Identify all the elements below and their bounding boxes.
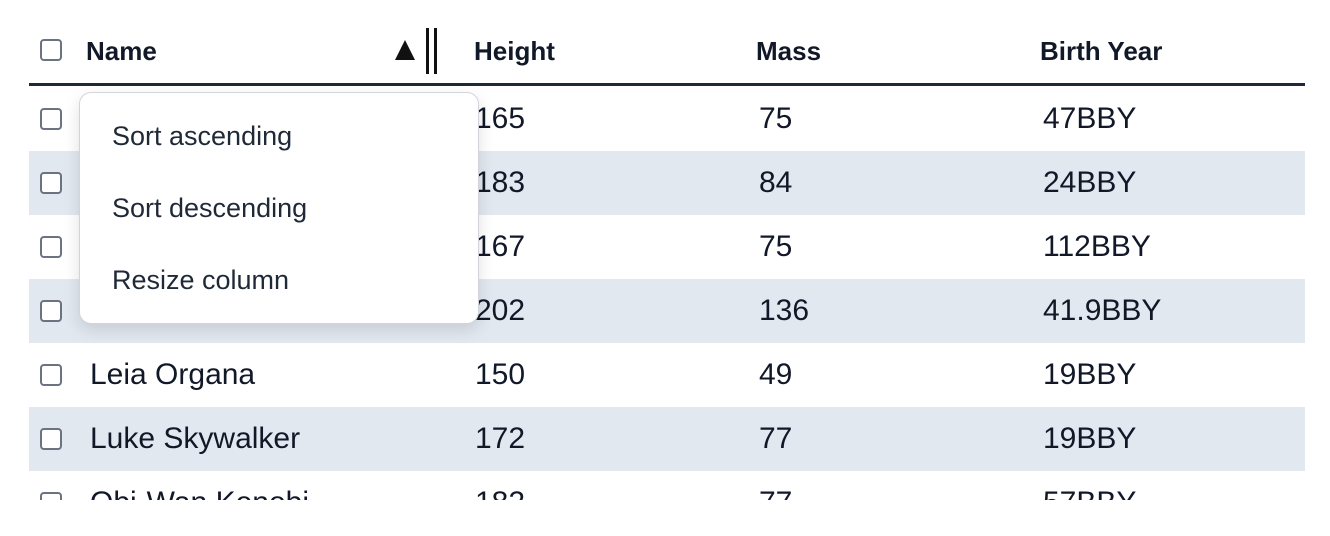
select-all-checkbox[interactable] [40,39,62,61]
table-cell: 167 [475,230,526,263]
sort-ascending-icon[interactable] [395,40,415,60]
table-cell: 84 [759,166,793,199]
table-row[interactable]: Luke Skywalker 172 77 19BBY [29,407,1305,471]
row-checkbox[interactable] [40,108,62,130]
table-cell: 202 [475,294,526,327]
table-cell: 77 [759,422,793,455]
menu-item[interactable]: Sort descending [112,193,308,223]
table-cell: 77 [759,486,792,500]
table-row[interactable]: Leia Organa 150 49 19BBY [29,343,1305,407]
table-cell: 75 [759,230,793,263]
resize-handle[interactable] [426,28,429,74]
header-divider [29,83,1305,86]
table-cell: Obi-Wan Kenobi [90,486,309,500]
table-cell: 183 [475,166,526,199]
column-header[interactable]: Mass [756,36,822,66]
table-cell: 57BBY [1043,486,1136,500]
table-cell: 172 [475,422,526,455]
resize-handle[interactable] [434,28,437,74]
column-header[interactable]: Height [474,36,555,66]
table-cell: 47BBY [1043,102,1137,135]
table-cell: 112BBY [1043,230,1151,263]
table-cell: 41.9BBY [1043,294,1162,327]
column-header[interactable]: Birth Year [1040,36,1163,66]
menu-item[interactable]: Resize column [112,265,290,295]
column-header[interactable]: Name [86,36,157,66]
table-cell: Luke Skywalker [90,422,301,455]
row-checkbox[interactable] [40,172,62,194]
row-checkbox[interactable] [40,492,62,500]
table-cell: 165 [475,102,526,135]
table-row[interactable]: 167 75 112BBY [29,215,1305,279]
menu-item[interactable]: Sort ascending [112,121,293,151]
table-cell: 24BBY [1043,166,1137,199]
table-cell: 19BBY [1043,422,1137,455]
column-menu: Sort ascending Sort descending Resize colu… [79,92,479,324]
table-cell: 136 [759,294,810,327]
table-cell: 49 [759,358,793,391]
row-checkbox[interactable] [40,300,62,322]
table-cell: 182 [475,486,525,500]
row-checkbox[interactable] [40,364,62,386]
table-cell: 150 [475,358,526,391]
table-cell: 75 [759,102,793,135]
row-checkbox[interactable] [40,428,62,450]
table-row[interactable]: Obi-Wan Kenobi 182 77 57BBY [29,471,1305,500]
table-cell: 19BBY [1043,358,1137,391]
table-cell: Leia Organa [90,358,256,391]
table-row[interactable]: 165 75 47BBY [29,87,1305,151]
row-checkbox[interactable] [40,236,62,258]
